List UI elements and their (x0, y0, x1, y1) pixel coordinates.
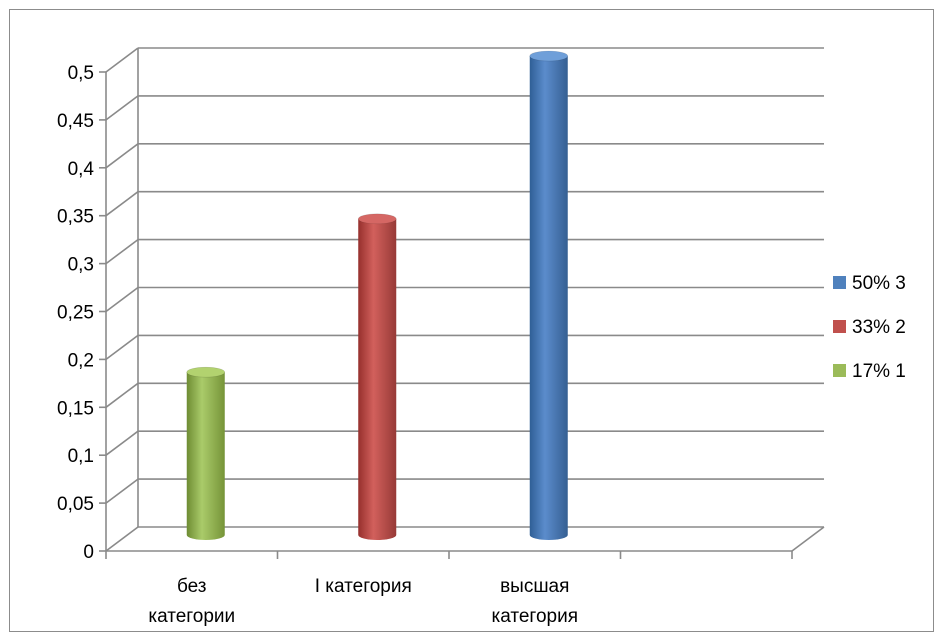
y-tick-label: 0,2 (68, 350, 94, 371)
gridline-wall (105, 95, 139, 121)
y-tick-label: 0,25 (57, 303, 94, 324)
gridline-wall (105, 286, 139, 313)
bar-top (529, 50, 569, 62)
y-tick-label: 0,4 (68, 159, 95, 180)
x-tick-label: высшая категория (492, 576, 578, 627)
y-tick-label: 0,05 (57, 494, 94, 515)
bar-body (186, 372, 225, 540)
chart-frame (9, 9, 934, 632)
bar-body (529, 56, 568, 540)
gridline-wall (105, 191, 139, 217)
gridline-wall (105, 47, 139, 73)
y-tick-label: 0,5 (68, 63, 94, 84)
bar (529, 50, 569, 540)
x-tick-label: I категория (315, 576, 412, 597)
gridline-wall (105, 143, 139, 169)
gridline-wall (105, 334, 139, 361)
y-tick-label: 0 (83, 542, 94, 563)
y-tick-label: 0,45 (57, 111, 94, 132)
bar-top (186, 366, 226, 378)
bar-body (358, 218, 397, 541)
legend-swatch (833, 320, 846, 333)
x-tick-label: без категории (148, 576, 235, 627)
y-tick-label: 0,1 (68, 446, 94, 467)
legend-label: 17% 1 (852, 361, 906, 382)
legend-label: 50% 3 (852, 273, 906, 294)
bar (186, 366, 226, 540)
bar (357, 213, 397, 541)
gridline-wall (105, 478, 139, 504)
gridline-wall (105, 430, 139, 456)
legend-swatch (833, 364, 846, 377)
gridline-wall (105, 238, 139, 265)
gridline-wall (105, 526, 139, 552)
y-tick-label: 0,15 (57, 398, 94, 419)
gridline-wall (105, 382, 139, 408)
bar-top (357, 213, 397, 225)
y-tick-label: 0,3 (68, 255, 94, 276)
y-tick-label: 0,35 (57, 207, 94, 228)
legend-label: 33% 2 (852, 317, 906, 338)
legend-swatch (833, 276, 846, 289)
floor-edge (791, 526, 825, 552)
